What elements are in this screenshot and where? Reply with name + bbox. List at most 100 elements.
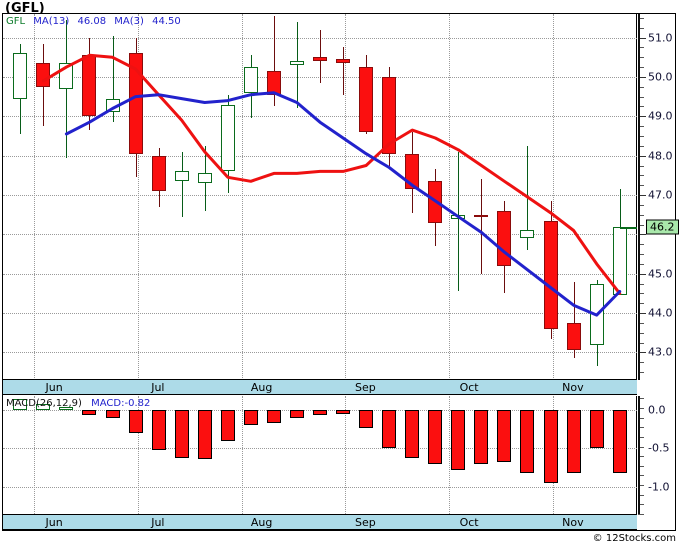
price-axis-tick — [638, 17, 644, 19]
price-axis-label: 51.0 — [648, 31, 673, 45]
macd-histogram-bar — [59, 406, 73, 410]
chart-frame — [2, 13, 676, 531]
legend-ma13-label: MA(13) — [33, 16, 70, 27]
macd-axis-spine — [638, 396, 640, 514]
candle-wick — [274, 15, 275, 107]
candle-wick — [113, 35, 114, 123]
price-axis-label: 49.0 — [648, 109, 673, 123]
candle-body — [359, 67, 373, 133]
price-gridline — [3, 313, 637, 315]
macd-axis-tick — [638, 436, 644, 438]
month-label: Jul — [151, 381, 165, 394]
price-axis-tick — [638, 145, 644, 147]
price-gridline — [3, 352, 637, 354]
month-gridline — [241, 14, 243, 380]
candle-body — [544, 220, 558, 329]
month-axis-top: Jun Jul Aug Sep Oct Nov — [3, 379, 637, 395]
month-gridline — [34, 14, 36, 380]
macd-histogram-bar — [336, 409, 350, 414]
candle-body — [290, 61, 304, 66]
price-axis-tick — [638, 322, 644, 324]
month-gridline — [345, 396, 347, 514]
macd-histogram-bar — [290, 409, 304, 418]
macd-chart-panel[interactable] — [3, 396, 637, 514]
month-label: Jun — [45, 381, 63, 394]
macd-histogram-bar — [313, 409, 327, 415]
macd-axis-tick — [638, 407, 644, 409]
macd-axis-tick — [638, 514, 644, 515]
price-axis-tick — [638, 293, 644, 295]
macd-histogram-bar — [613, 409, 627, 474]
price-axis-tick — [638, 27, 644, 29]
candle-body — [221, 104, 235, 172]
legend-ma13-value: 46.08 — [77, 16, 107, 27]
price-gridline — [3, 195, 637, 197]
candle-wick — [297, 21, 298, 109]
macd-histogram-bar — [382, 409, 396, 448]
macd-histogram-bar — [497, 409, 511, 462]
macd-histogram-bar — [198, 409, 212, 460]
candle-wick — [481, 179, 482, 274]
month-gridline — [449, 396, 451, 514]
price-axis-tick — [638, 76, 646, 78]
macd-histogram-bar — [520, 409, 534, 474]
macd-axis-tick — [638, 446, 644, 448]
macd-axis-tick — [638, 417, 644, 419]
moving-average-overlay — [41, 53, 622, 317]
macd-axis-label: -1.0 — [648, 480, 670, 494]
candle-body — [175, 171, 189, 182]
macd-gridline — [3, 487, 637, 488]
price-axis-tick — [638, 283, 644, 285]
month-axis-bottom: Jun Jul Aug Sep Oct Nov — [3, 514, 637, 530]
month-label: Jun — [45, 516, 63, 529]
candle-body — [497, 210, 511, 266]
macd-y-axis: 0.0 -0.5 -1.0 — [638, 396, 676, 515]
price-axis-tick — [638, 175, 644, 177]
price-gridline — [3, 273, 637, 275]
candle-body — [198, 173, 212, 184]
price-axis-label: 47.0 — [648, 188, 673, 202]
macd-legend: MACD(26,12,9) MACD:-0.82 — [6, 398, 150, 409]
price-axis-tick — [638, 224, 644, 226]
macd-gridline — [3, 448, 637, 450]
macd-axis-tick — [638, 494, 644, 496]
price-chart-panel[interactable] — [3, 14, 637, 380]
month-label: Nov — [562, 381, 584, 394]
price-gridline — [3, 234, 637, 236]
ma-line — [41, 53, 622, 295]
price-axis-tick — [638, 313, 646, 315]
price-axis-tick — [638, 332, 644, 334]
macd-histogram-bar — [451, 409, 465, 471]
price-axis-tick — [638, 96, 644, 98]
price-axis-tick — [638, 126, 644, 128]
month-label: Aug — [250, 381, 273, 394]
price-axis-tick — [638, 204, 644, 206]
credit-label: © 12Stocks.com — [592, 533, 676, 544]
macd-histogram-bar — [175, 409, 189, 459]
macd-axis-tick — [638, 504, 644, 506]
macd-histogram-bar — [590, 409, 604, 448]
macd-histogram-bar — [221, 409, 235, 442]
month-label: Sep — [354, 516, 376, 529]
price-legend: GFL MA(13) 46.08 MA(3) 44.50 — [6, 16, 186, 27]
macd-histogram-bar — [567, 409, 581, 474]
price-axis-tick — [638, 37, 646, 39]
price-axis-tick — [638, 195, 646, 197]
price-axis-tick — [638, 362, 644, 364]
price-axis-tick — [638, 57, 644, 59]
candle-wick — [574, 281, 575, 359]
macd-axis-tick — [638, 465, 644, 467]
candle-wick — [343, 47, 344, 95]
macd-histogram-bar — [359, 409, 373, 429]
candle-body — [313, 57, 327, 62]
price-axis-tick — [638, 263, 644, 265]
macd-axis-tick — [638, 427, 644, 429]
ma-line — [64, 91, 622, 317]
price-axis-tick — [638, 303, 644, 305]
price-axis-label: 43.0 — [648, 345, 673, 359]
price-gridline — [3, 116, 637, 118]
month-label: Oct — [459, 381, 479, 394]
price-axis-tick — [638, 116, 646, 118]
price-axis-label: 45.0 — [648, 267, 673, 281]
